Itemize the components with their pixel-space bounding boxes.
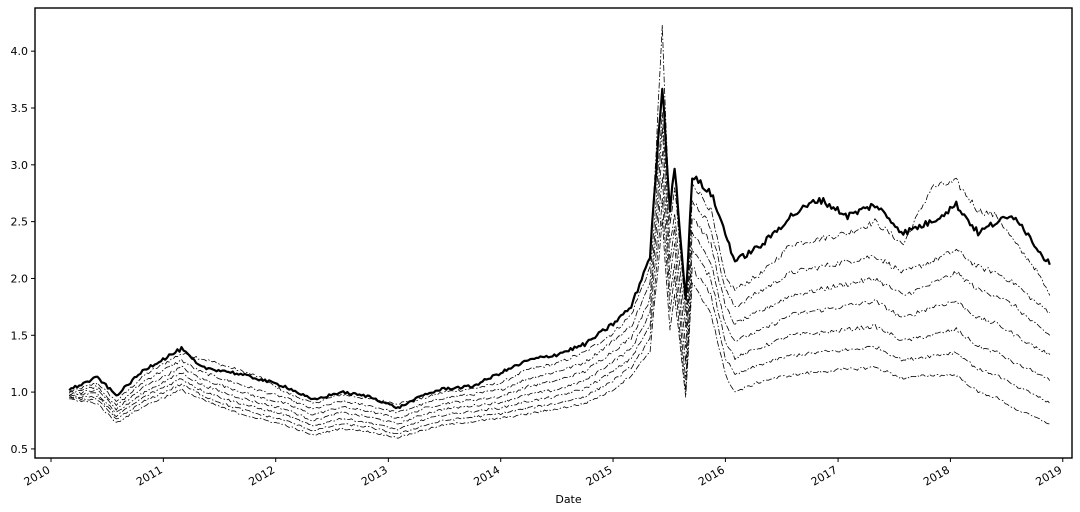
x-axis-label: Date	[555, 493, 582, 506]
series-line	[69, 24, 1051, 405]
series-line	[68, 177, 1051, 431]
y-tick-label: 2.5	[11, 216, 29, 229]
series-layer	[68, 24, 1051, 439]
y-tick-label: 3.5	[11, 102, 29, 115]
y-tick-label: 4.0	[11, 45, 29, 58]
y-axis: 0.5 1.0 1.5 2.0 2.5 3.0 3.5 4.0	[11, 45, 35, 456]
y-tick-label: 1.5	[11, 329, 29, 342]
y-tick-label: 0.5	[11, 443, 29, 456]
y-tick-label: 1.0	[11, 386, 29, 399]
series-line	[68, 112, 1050, 414]
series-line	[69, 218, 1050, 439]
series-line	[69, 151, 1051, 425]
y-tick-label: 3.0	[11, 159, 29, 172]
y-tick-label: 2.0	[11, 272, 29, 285]
series-line	[69, 127, 1051, 419]
series-line	[68, 87, 1051, 410]
plot-frame	[34, 7, 1073, 459]
series-line	[69, 197, 1051, 435]
